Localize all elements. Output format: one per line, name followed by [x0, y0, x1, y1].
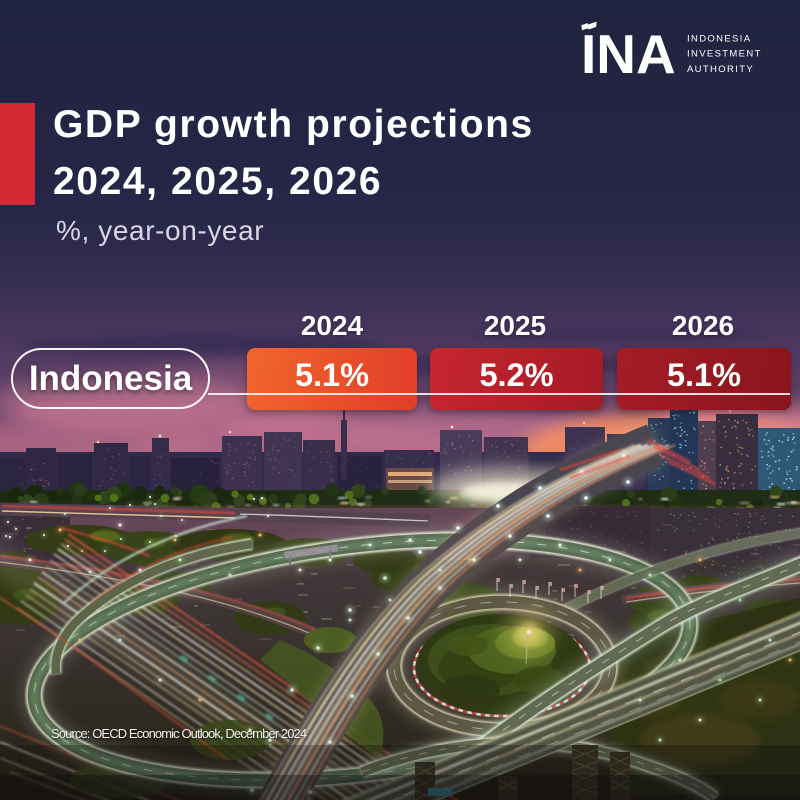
svg-text:INA: INA	[581, 23, 676, 80]
svg-text:INVESTMENT: INVESTMENT	[687, 49, 762, 60]
svg-text:INDONESIA: INDONESIA	[687, 34, 751, 45]
svg-text:AUTHORITY: AUTHORITY	[687, 64, 754, 75]
